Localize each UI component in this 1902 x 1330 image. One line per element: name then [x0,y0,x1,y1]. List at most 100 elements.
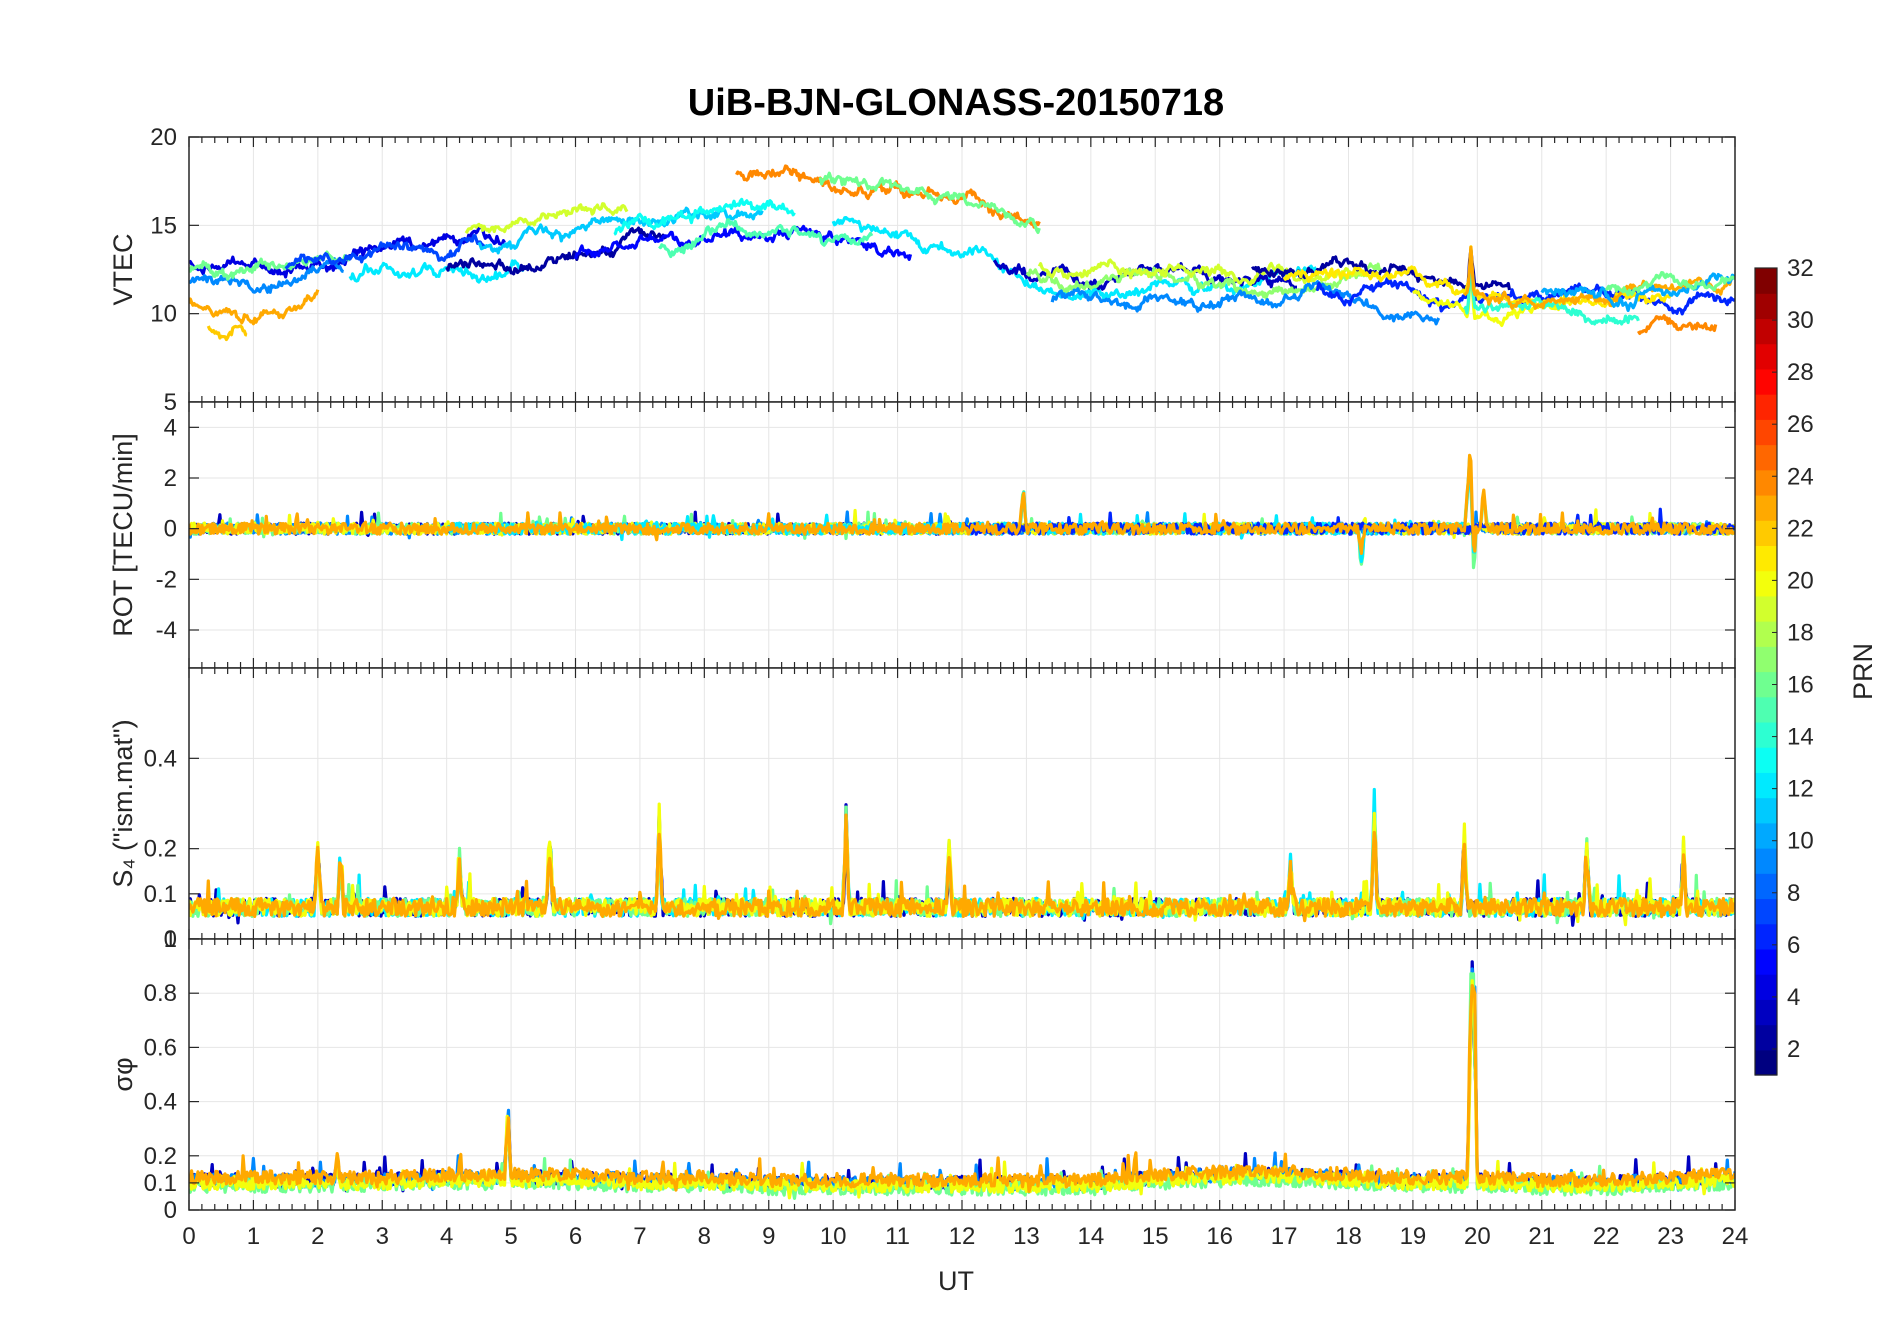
colorbar-bin [1755,1024,1777,1051]
y-tick-label: 2 [164,465,177,492]
y-tick-label: 0 [164,1197,177,1224]
series-line-prn-24 [1637,314,1718,335]
colorbar-tick-label: 2 [1787,1036,1800,1063]
colorbar-bin [1755,520,1777,547]
colorbar-tick-label: 10 [1787,828,1814,855]
colorbar-bin [1755,394,1777,420]
series-line-prn-23 [189,289,320,326]
x-tick-label: 18 [1335,1223,1362,1250]
y-axis: 00.10.20.40.60.81 [144,926,1735,1224]
x-tick-label: 10 [820,1223,847,1250]
y-axis-label: S₄ ("ism.mat") [108,719,138,887]
y-tick-label: 0.8 [144,980,177,1007]
x-tick-label: 7 [633,1223,646,1250]
x-tick-label: 23 [1657,1223,1684,1250]
colorbar-bin [1755,822,1777,849]
series-line-prn-23 [189,813,1735,923]
series-line-prn-16 [818,171,1041,234]
colorbar-bin [1755,772,1777,799]
colorbar-bin [1755,595,1777,622]
y-axis: 5 10 15 20 [150,124,1735,416]
x-tick-label: 4 [440,1223,453,1250]
colorbar-tick-label: 12 [1787,776,1814,803]
series-line-prn-19 [1037,258,1370,286]
x-tick-label: 19 [1400,1223,1427,1250]
y-tick-label: 20 [150,124,177,151]
chart-title: UiB-BJN-GLONASS-20150718 [688,82,1224,124]
colorbar-tick-label: 32 [1787,255,1814,282]
series-group [189,960,1735,1201]
x-tick-label: 13 [1013,1223,1040,1250]
colorbar-tick-label: 26 [1787,411,1814,438]
series-line-prn-11 [477,206,764,255]
colorbar-tick-label: 22 [1787,515,1814,542]
colorbar-bin [1755,646,1777,673]
series-line-prn-2 [445,226,668,276]
colorbar-bin [1755,343,1777,370]
colorbar-bin [1755,419,1777,446]
colorbar-bin [1755,696,1777,723]
colorbar-tick-label: 24 [1787,463,1814,490]
x-axis-label: UT [938,1266,974,1296]
series-line-prn-7 [284,234,486,270]
colorbar-tick-label: 20 [1787,567,1814,594]
y-tick-label: 0.4 [144,745,177,772]
colorbar-bin [1755,570,1777,597]
series-line-prn-16 [189,972,1735,1201]
colorbar-bin [1755,721,1777,748]
colorbar-bin [1755,797,1777,824]
colorbar-bin [1755,848,1777,874]
x-tick-label: 3 [376,1223,389,1250]
y-axis-label: ROT [TECU/min] [108,433,138,637]
colorbar-bin [1755,898,1777,925]
colorbar-label: PRN [1848,643,1878,700]
y-axis: 0 0.1 0.2 0.4 [144,745,1735,953]
x-tick-labels: 0 1 2 3 4 5 6 7 8 9 10 11 12 13 14 15 16 17 18 19 20 21 22 23 24 [182,1223,1748,1250]
x-tick-label: 5 [504,1223,517,1250]
colorbar-frame [1754,267,1778,1076]
panel-vtec: 5 10 15 20 VTEC [108,124,1736,416]
y-tick-label: -4 [156,617,177,644]
series-line-prn-17 [1025,262,1383,300]
x-tick-label: 6 [569,1223,582,1250]
x-tick-label: 16 [1206,1223,1233,1250]
colorbar-bin [1755,293,1777,320]
x-tick-label: 12 [949,1223,976,1250]
colorbar-tick-label: 4 [1787,984,1800,1011]
colorbar-bin [1755,318,1777,345]
colorbar-tick-label: 14 [1787,724,1814,751]
y-tick-label: 0 [164,926,177,953]
colorbar-tick-label: 18 [1787,619,1814,646]
colorbar-bin [1755,671,1777,698]
x-tick-label: 22 [1593,1223,1620,1250]
colorbar-bin [1755,1049,1777,1076]
x-tick-label: 20 [1464,1223,1491,1250]
x-tick-label: 1 [247,1223,260,1250]
x-tick-label: 0 [182,1223,195,1250]
colorbar-bin [1755,923,1777,950]
colorbar-bin [1755,621,1777,647]
y-tick-label: 15 [150,212,177,239]
series-line-prn-15 [658,218,874,259]
y-tick-label: 0.1 [144,1170,177,1197]
series-line-prn-9 [1050,280,1441,326]
panel-s4: 0 0.1 0.2 0.4S₄ ("ism.mat") [108,667,1736,953]
colorbar-bin [1755,974,1777,1000]
x-ticks [188,402,1736,668]
y-tick-label: 0.1 [144,881,177,908]
colorbar-bin [1755,368,1777,395]
colorbar-bin [1755,545,1777,572]
x-ticks [188,939,1736,1210]
colorbar-bin [1755,999,1777,1026]
colorbar-bin [1755,948,1777,975]
series-line-prn-12 [348,259,526,284]
colorbar-bin [1755,873,1777,900]
colorbar-bin [1755,747,1777,773]
y-tick-label: 1 [164,926,177,953]
series-group [189,453,1735,570]
colorbar-bin [1755,268,1777,294]
series-group [189,164,1735,342]
